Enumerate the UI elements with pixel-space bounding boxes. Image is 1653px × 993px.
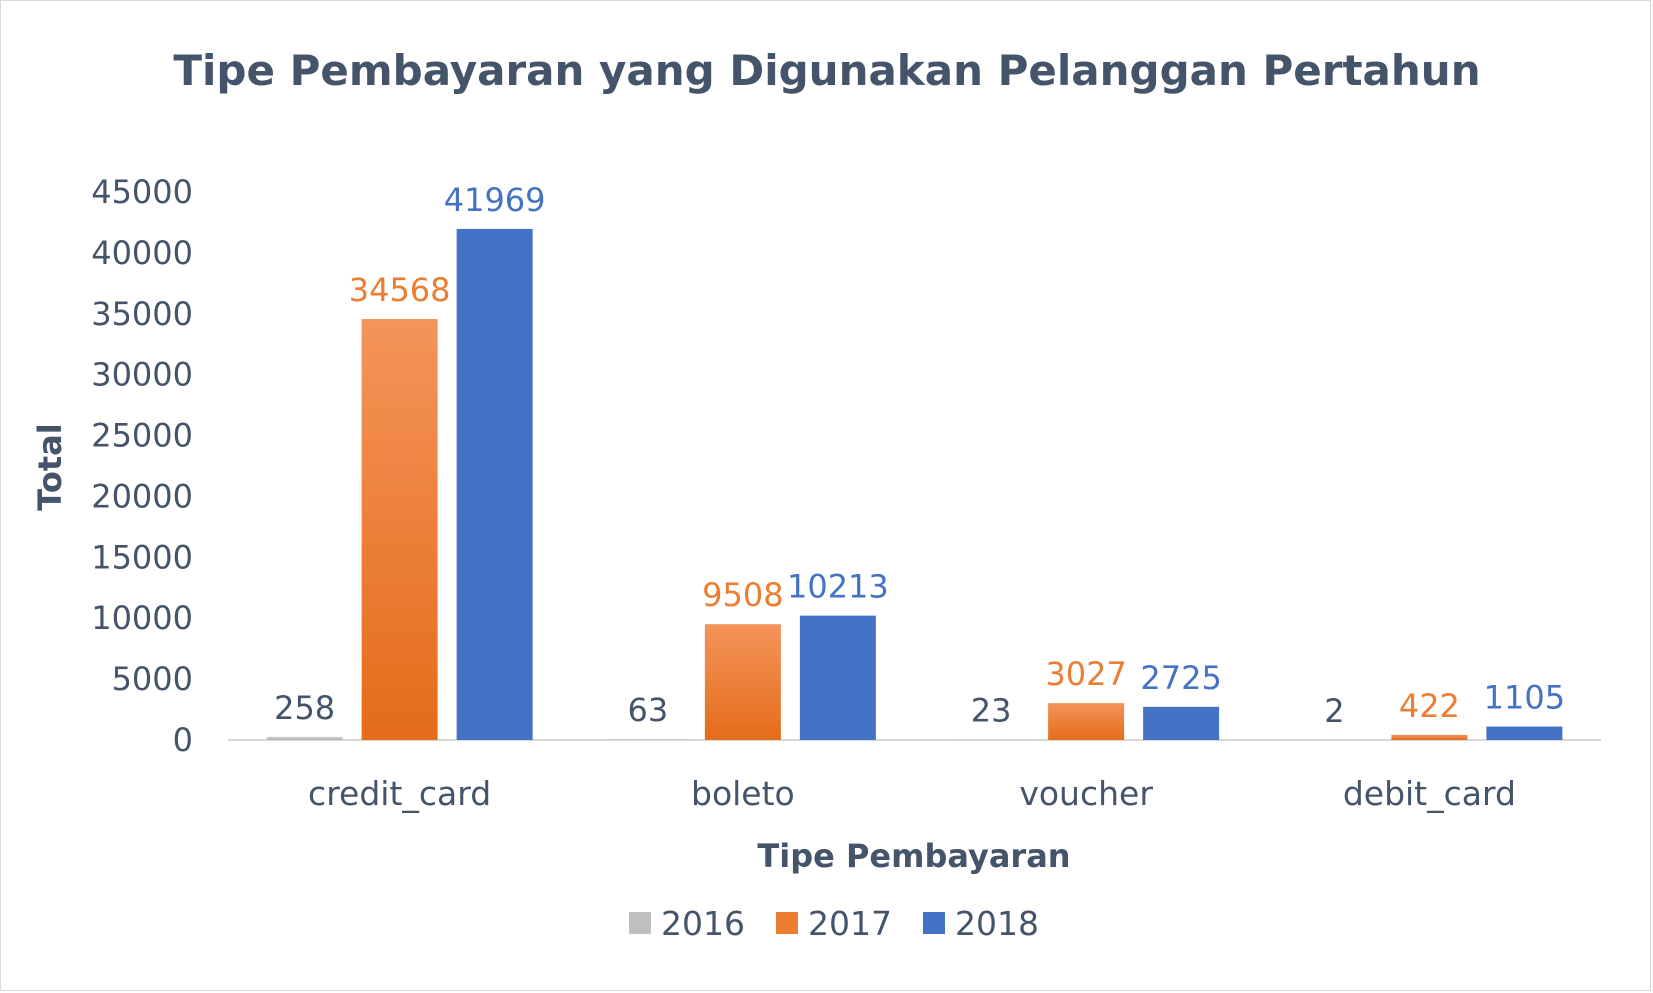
data-label-2016-debit_card: 2: [1324, 692, 1344, 730]
data-label-2017-voucher: 3027: [1045, 655, 1126, 693]
y-axis-ticks: 0 5000 10000 15000 20000 25000 30000 35000 40000…: [91, 173, 193, 759]
legend-label-2018: 2018: [955, 904, 1039, 943]
y-tick-label: 0: [173, 721, 193, 759]
category-labels: credit_card boleto voucher debit_card: [308, 774, 1516, 813]
data-label-2018-voucher: 2725: [1140, 659, 1221, 697]
legend: 2016 2017 2018: [629, 904, 1039, 943]
y-tick-label: 30000: [91, 356, 193, 394]
bar-2016-boleto: [609, 739, 686, 740]
y-tick-label: 25000: [91, 417, 193, 455]
y-tick-label: 10000: [91, 599, 193, 637]
data-label-2018-credit_card: 41969: [444, 181, 546, 219]
y-tick-label: 5000: [112, 660, 193, 698]
category-label: boleto: [691, 774, 795, 813]
bar-2018-voucher: [1143, 706, 1220, 740]
data-label-2017-credit_card: 34568: [349, 271, 451, 309]
data-label-2018-debit_card: 1105: [1484, 679, 1565, 717]
y-tick-label: 40000: [91, 234, 193, 272]
category-label: credit_card: [308, 774, 491, 813]
legend-label-2017: 2017: [808, 904, 892, 943]
bar-2016-credit_card: [266, 736, 343, 740]
y-tick-label: 20000: [91, 477, 193, 515]
bar-2018-credit_card: [456, 228, 533, 741]
bar-2017-debit_card: [1391, 734, 1468, 740]
bar-2017-credit_card: [361, 319, 438, 740]
y-tick-label: 45000: [91, 173, 193, 211]
x-axis-title: Tipe Pembayaran: [757, 837, 1070, 875]
legend-label-2016: 2016: [661, 904, 745, 943]
category-label: voucher: [1019, 774, 1153, 813]
bars-group: [266, 228, 1563, 741]
legend-swatch-2017: [776, 912, 798, 934]
bar-2017-boleto: [704, 624, 781, 740]
category-label: debit_card: [1343, 774, 1516, 813]
data-labels-group: 258 34568 41969 63 9508 10213 23 3027 2725 2 422 11…: [274, 181, 1565, 730]
data-label-2016-boleto: 63: [628, 691, 669, 729]
data-label-2017-boleto: 9508: [702, 576, 783, 614]
legend-swatch-2018: [923, 912, 945, 934]
data-label-2016-credit_card: 258: [274, 689, 335, 727]
data-label-2017-debit_card: 422: [1399, 687, 1460, 725]
bar-2018-boleto: [799, 615, 876, 740]
data-label-2016-voucher: 23: [971, 692, 1012, 730]
bar-2018-debit_card: [1486, 726, 1563, 740]
bar-2017-voucher: [1048, 703, 1125, 740]
chart-title: Tipe Pembayaran yang Digunakan Pelanggan…: [173, 46, 1480, 95]
y-tick-label: 35000: [91, 295, 193, 333]
y-tick-label: 15000: [91, 538, 193, 576]
legend-swatch-2016: [629, 912, 651, 934]
y-axis-title: Total: [31, 423, 69, 510]
data-label-2018-boleto: 10213: [787, 568, 889, 606]
